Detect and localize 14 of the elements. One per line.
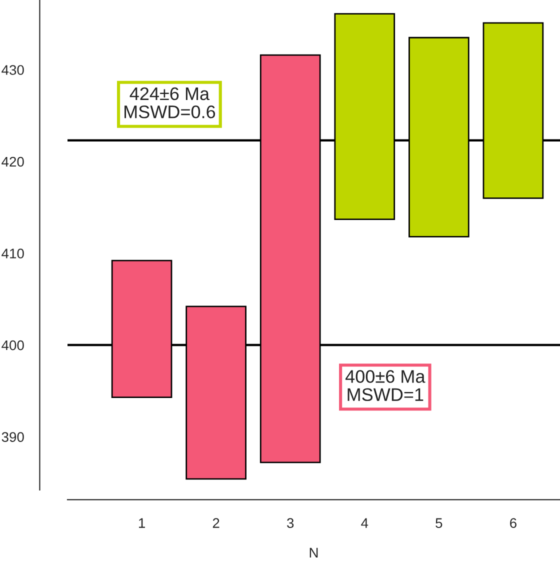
x-tick-label: 3 (287, 518, 294, 528)
x-tick-label: 4 (361, 518, 368, 528)
y-tick-label: 390 (2, 432, 24, 442)
y-tick-label: 420 (2, 156, 24, 167)
x-tick-label: 5 (436, 518, 442, 528)
x-tick-label: 1 (138, 518, 145, 528)
y-tick-label: 400 (2, 340, 24, 350)
x-axis-title: N (310, 548, 318, 558)
annotation: 424±6 Ma MSWD=0.6 (124, 87, 216, 118)
y-tick-label: 430 (2, 65, 24, 75)
y-tick-label: 410 (2, 248, 24, 258)
x-tick-label: 6 (510, 518, 516, 528)
annotation: 400±6 Ma MSWD=1 (345, 370, 426, 402)
x-tick-label: 2 (212, 518, 220, 528)
